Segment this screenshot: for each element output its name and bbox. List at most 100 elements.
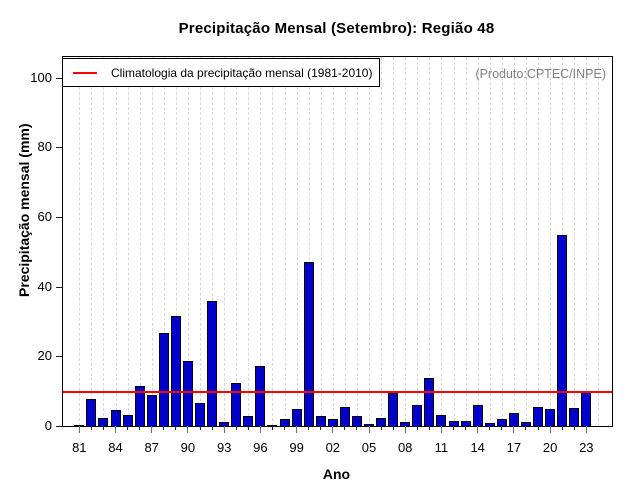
year-gridline: [513, 57, 515, 426]
x-tick-label: 14: [470, 440, 485, 455]
x-tick-label: 93: [216, 440, 232, 455]
year-gridline: [224, 57, 226, 426]
bar-2014: [472, 405, 483, 426]
bar-1983: [98, 418, 109, 426]
x-tick-major: [368, 426, 370, 433]
x-tick-label: 11: [434, 440, 449, 455]
x-tick-major: [223, 426, 225, 433]
y-tick-label: 0: [44, 418, 52, 433]
year-gridline: [79, 57, 81, 426]
climatology-line: [63, 390, 612, 393]
bar-2020: [545, 409, 556, 426]
year-gridline: [441, 57, 443, 426]
year-gridline: [550, 57, 552, 426]
y-tick-label: 60: [37, 209, 52, 224]
x-tick: [453, 426, 454, 430]
x-tick-label: 81: [72, 440, 87, 455]
bar-1991: [195, 403, 205, 426]
x-tick: [284, 426, 285, 430]
year-gridline: [369, 57, 370, 426]
x-tick-label: 99: [289, 440, 304, 455]
x-tick: [211, 426, 213, 430]
year-gridline: [538, 57, 539, 426]
year-gridline: [163, 57, 165, 426]
year-gridline: [586, 57, 588, 426]
bar-1994: [231, 383, 242, 426]
x-tick: [392, 426, 394, 430]
bar-2005: [364, 424, 374, 426]
plot-area: Precipitação mensal (mm) 81 84 87 90 93 96 99 0…: [16, 56, 613, 455]
x-tick-major: [477, 426, 479, 433]
legend: Climatologia da precipitação mensal (198…: [62, 58, 380, 87]
year-gridline: [429, 57, 431, 426]
bar-1988: [158, 333, 169, 426]
year-gridline: [501, 57, 503, 426]
x-tick: [537, 426, 539, 430]
x-tick: [90, 426, 92, 430]
x-tick: [573, 426, 575, 430]
bar-2023: [581, 391, 592, 426]
y-tick-label: 20: [37, 348, 52, 364]
x-tick-label: 20: [542, 440, 558, 455]
y-tick: [56, 147, 62, 149]
bar-2003: [339, 407, 350, 426]
x-tick-major: [296, 426, 298, 433]
y-tick: [56, 77, 62, 79]
x-tick-label: 87: [144, 440, 159, 455]
x-tick-major: [78, 426, 80, 433]
year-gridline: [465, 57, 467, 426]
bar-1999: [291, 409, 302, 426]
year-gridline: [284, 57, 286, 426]
legend-climatology-line-swatch: [73, 71, 97, 74]
product-annotation: (Produto:CPTEC/INPE): [475, 67, 606, 81]
year-gridline: [187, 57, 189, 426]
x-tick-label: 23: [579, 440, 594, 455]
x-tick: [489, 426, 491, 430]
x-tick: [344, 426, 346, 430]
x-tick: [501, 426, 503, 430]
x-tick-label: 17: [506, 440, 522, 455]
bar-2006: [376, 418, 387, 426]
bar-2017: [508, 413, 519, 426]
year-gridline: [151, 57, 153, 426]
x-tick-label: 84: [108, 440, 123, 455]
year-gridline: [212, 57, 214, 426]
year-gridline: [175, 57, 177, 426]
year-gridline: [296, 57, 298, 426]
x-tick: [320, 426, 322, 430]
bar-1985: [122, 415, 133, 426]
year-gridline: [405, 57, 407, 426]
bar-1981: [74, 425, 85, 426]
x-tick: [428, 426, 430, 430]
bar-1984: [110, 410, 121, 426]
bar-2010: [424, 378, 435, 426]
x-tick-major: [115, 426, 116, 433]
year-gridline: [260, 57, 262, 426]
x-tick-major: [332, 426, 334, 433]
year-gridline: [381, 57, 383, 426]
bar-2018: [520, 422, 531, 426]
x-tick-major: [585, 426, 587, 433]
y-tick-label: 100: [30, 69, 52, 85]
x-tick-label: 90: [180, 440, 196, 455]
x-tick: [175, 426, 177, 430]
year-gridline: [477, 57, 479, 426]
x-tick: [163, 426, 165, 430]
year-gridline: [356, 57, 358, 426]
bar-2004: [351, 416, 362, 426]
year-gridline: [272, 57, 274, 426]
bar-2013: [460, 421, 471, 426]
bar-1989: [170, 316, 181, 426]
bar-1995: [243, 416, 254, 426]
x-tick: [102, 426, 104, 430]
x-tick-label: 02: [325, 440, 341, 455]
x-tick: [271, 426, 273, 430]
y-tick: [56, 286, 62, 288]
x-tick-major: [549, 426, 551, 433]
x-tick-major: [151, 426, 153, 433]
x-tick-major: [187, 426, 189, 433]
x-tick: [416, 426, 418, 430]
x-tick: [199, 426, 201, 430]
x-tick: [247, 426, 249, 430]
